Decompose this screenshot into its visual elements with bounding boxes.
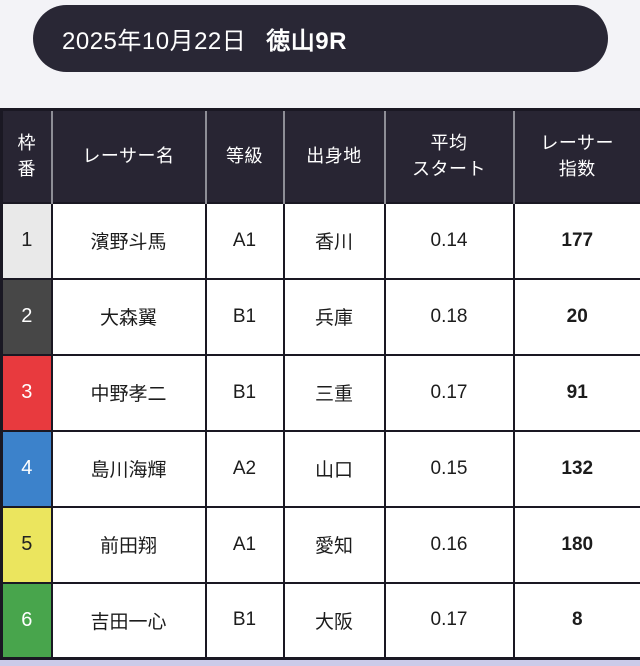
racer-index-cell: 177 (512, 201, 640, 280)
column-header-grade: 等級 (204, 109, 284, 203)
grade-cell: A1 (204, 505, 285, 584)
column-header-index: レーサー 指数 (512, 109, 640, 203)
column-header-name: レーサー名 (50, 109, 206, 203)
racer-name-cell: 吉田一心 (50, 581, 207, 660)
table-row: 6 吉田一心 B1 大阪 0.17 8 (0, 581, 640, 660)
table-row: 1 濱野斗馬 A1 香川 0.14 177 (0, 201, 640, 280)
racer-name-cell: 中野孝二 (50, 353, 207, 432)
avg-start-cell: 0.17 (383, 581, 515, 660)
origin-cell: 三重 (282, 353, 386, 432)
racer-name-cell: 島川海輝 (50, 429, 207, 508)
waku-number-cell: 6 (0, 581, 53, 660)
racer-index-cell: 180 (512, 505, 640, 584)
column-header-avg-start: 平均 スタート (383, 109, 514, 203)
racer-index-cell: 132 (512, 429, 640, 508)
waku-number-cell: 3 (0, 353, 53, 432)
table-row: 2 大森翼 B1 兵庫 0.18 20 (0, 277, 640, 356)
table-row: 3 中野孝二 B1 三重 0.17 91 (0, 353, 640, 432)
race-date: 2025年10月22日 (62, 28, 247, 55)
avg-start-cell: 0.14 (383, 201, 515, 280)
waku-number-cell: 5 (0, 505, 53, 584)
racer-name-cell: 濱野斗馬 (50, 201, 207, 280)
racer-table-body: 1 濱野斗馬 A1 香川 0.14 177 2 大森翼 B1 兵庫 0.18 2… (0, 201, 640, 660)
origin-cell: 香川 (282, 201, 386, 280)
origin-cell: 愛知 (282, 505, 386, 584)
grade-cell: B1 (204, 277, 285, 356)
grade-cell: A2 (204, 429, 285, 508)
origin-cell: 兵庫 (282, 277, 386, 356)
footer-strip (0, 660, 640, 666)
table-row: 4 島川海輝 A2 山口 0.15 132 (0, 429, 640, 508)
racer-name-cell: 大森翼 (50, 277, 207, 356)
origin-cell: 大阪 (282, 581, 386, 660)
avg-start-cell: 0.16 (383, 505, 515, 584)
waku-number-cell: 2 (0, 277, 53, 356)
racer-name-cell: 前田翔 (50, 505, 207, 584)
table-row: 5 前田翔 A1 愛知 0.16 180 (0, 505, 640, 584)
header-row: 枠 番 レーサー名 等級 出身地 平均 スタート レーサー 指数 (1, 109, 640, 203)
race-title-bar: 2025年10月22日 徳山9R (33, 5, 608, 72)
waku-number-cell: 1 (0, 201, 53, 280)
column-header-waku: 枠 番 (1, 109, 52, 203)
origin-cell: 山口 (282, 429, 386, 508)
racer-index-cell: 20 (512, 277, 640, 356)
grade-cell: A1 (204, 201, 285, 280)
avg-start-cell: 0.18 (383, 277, 515, 356)
waku-number-cell: 4 (0, 429, 53, 508)
column-header-origin: 出身地 (282, 109, 385, 203)
avg-start-cell: 0.15 (383, 429, 515, 508)
racer-table: 枠 番 レーサー名 等級 出身地 平均 スタート レーサー 指数 1 濱野斗馬 … (0, 108, 640, 660)
grade-cell: B1 (204, 581, 285, 660)
grade-cell: B1 (204, 353, 285, 432)
racer-table-header: 枠 番 レーサー名 等級 出身地 平均 スタート レーサー 指数 (1, 109, 640, 203)
racer-index-cell: 8 (512, 581, 640, 660)
racer-index-cell: 91 (512, 353, 640, 432)
race-name: 徳山9R (266, 28, 347, 55)
avg-start-cell: 0.17 (383, 353, 515, 432)
